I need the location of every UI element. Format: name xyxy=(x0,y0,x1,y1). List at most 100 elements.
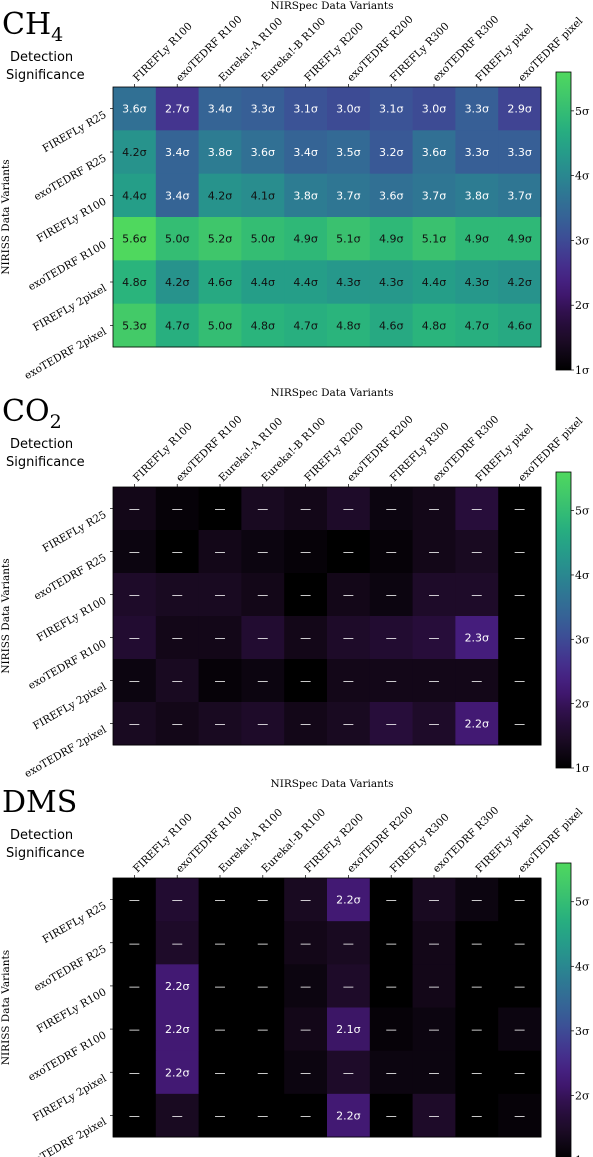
cell-label: 4.4σ xyxy=(122,189,146,202)
colorbar-tick-label: 3σ xyxy=(575,234,590,247)
cell-label: — xyxy=(257,546,268,559)
heatmap-cell xyxy=(498,1093,542,1138)
heatmap-cell xyxy=(327,303,371,348)
heatmap-cell xyxy=(241,87,285,131)
cell-label: — xyxy=(129,1023,140,1036)
heatmap-cell xyxy=(113,1050,157,1095)
y-tick-label: exoTEDRF 2pixel xyxy=(23,723,110,780)
heatmap-cell xyxy=(369,573,414,617)
x-axis-label: NIRSpec Data Variants xyxy=(271,387,394,399)
cell-label: — xyxy=(215,894,226,907)
heatmap-cell xyxy=(241,702,285,746)
cell-label: — xyxy=(471,546,482,559)
y-tick-label: exoTEDRF R25 xyxy=(32,552,108,603)
cell-label: — xyxy=(172,1109,183,1122)
cell-label: — xyxy=(300,589,311,602)
subtitle-line-2: Significance xyxy=(6,455,85,470)
cell-label: — xyxy=(514,589,525,602)
heatmap-cell xyxy=(198,303,242,348)
cell-label: — xyxy=(514,546,525,559)
heatmap-cell xyxy=(327,702,371,746)
cell-label: — xyxy=(386,1023,397,1036)
heatmap-cell xyxy=(455,573,499,617)
heatmap-cell xyxy=(455,87,499,131)
cell-label: — xyxy=(471,894,482,907)
cell-label: 4.3σ xyxy=(465,276,489,289)
heatmap-cell xyxy=(327,659,371,703)
y-tick-label: FIREFLy R25 xyxy=(40,509,108,555)
heatmap-cell xyxy=(155,921,200,965)
heatmap-cell xyxy=(369,303,414,348)
cell-label: 3.0σ xyxy=(336,103,360,116)
colorbar-tick-label: 3σ xyxy=(575,1025,590,1038)
cell-label: — xyxy=(386,894,397,907)
colorbar-tick-label: 4σ xyxy=(575,170,590,183)
heatmap-cell xyxy=(198,217,242,261)
heatmap-cell xyxy=(198,87,242,131)
cell-label: — xyxy=(429,1066,440,1079)
heatmap-cell xyxy=(498,260,542,305)
heatmap-cell xyxy=(369,964,414,1008)
cell-label: 2.2σ xyxy=(465,718,489,731)
cell-label: — xyxy=(429,980,440,993)
cell-label: — xyxy=(172,589,183,602)
heatmap-cell xyxy=(327,878,371,922)
cell-label: — xyxy=(257,1066,268,1079)
heatmap-cell xyxy=(369,921,414,965)
cell-label: — xyxy=(257,1023,268,1036)
heatmap-cell xyxy=(498,878,542,922)
cell-label: 2.2σ xyxy=(336,1109,360,1122)
cell-label: — xyxy=(343,1066,354,1079)
cell-label: 2.2σ xyxy=(165,980,189,993)
cell-label: — xyxy=(343,980,354,993)
cell-label: — xyxy=(129,675,140,688)
cell-label: — xyxy=(257,980,268,993)
heatmap-cell xyxy=(412,530,456,574)
heatmap-cell xyxy=(113,1007,157,1052)
cell-label: 3.4σ xyxy=(208,103,232,116)
cell-label: 4.2σ xyxy=(208,189,232,202)
heatmap-cell xyxy=(498,921,542,965)
cell-label: — xyxy=(129,503,140,516)
cell-label: 4.8σ xyxy=(251,319,275,332)
heatmap-cell xyxy=(412,217,456,261)
heatmap-cell xyxy=(498,659,542,703)
cell-label: 3.3σ xyxy=(465,103,489,116)
heatmap-cell xyxy=(412,260,456,305)
cell-label: 4.2σ xyxy=(122,146,146,159)
cell-label: — xyxy=(514,1023,525,1036)
cell-label: — xyxy=(215,980,226,993)
y-tick-label: FIREFLy R100 xyxy=(35,196,109,246)
heatmap-cell xyxy=(198,659,242,703)
heatmap-cell xyxy=(369,87,414,131)
cell-label: — xyxy=(429,718,440,731)
heatmap-cell xyxy=(241,1093,285,1138)
cell-label: — xyxy=(257,894,268,907)
cell-label: 3.1σ xyxy=(379,103,403,116)
cell-label: 3.7σ xyxy=(336,189,360,202)
cell-label: — xyxy=(215,718,226,731)
heatmap-cell xyxy=(113,573,157,617)
cell-label: 3.8σ xyxy=(465,189,489,202)
cell-label: 3.4σ xyxy=(293,146,317,159)
heatmap-cell xyxy=(155,702,200,746)
y-axis-label: NIRISS Data Variants xyxy=(0,558,12,673)
cell-label: — xyxy=(129,718,140,731)
heatmap-cell xyxy=(198,573,242,617)
heatmap-cell xyxy=(327,487,371,531)
heatmap-cell xyxy=(412,921,456,965)
y-tick-label: exoTEDRF R25 xyxy=(32,152,108,203)
cell-label: 3.7σ xyxy=(422,189,446,202)
cell-label: 5.1σ xyxy=(422,233,446,246)
cell-label: — xyxy=(215,589,226,602)
cell-label: — xyxy=(257,589,268,602)
heatmap-cell xyxy=(498,130,542,175)
cell-label: — xyxy=(514,675,525,688)
cell-label: — xyxy=(429,894,440,907)
colorbar xyxy=(555,862,572,1157)
heatmap-cell xyxy=(284,130,328,175)
cell-label: — xyxy=(386,1109,397,1122)
cell-label: — xyxy=(129,589,140,602)
heatmap-cell xyxy=(284,260,328,305)
